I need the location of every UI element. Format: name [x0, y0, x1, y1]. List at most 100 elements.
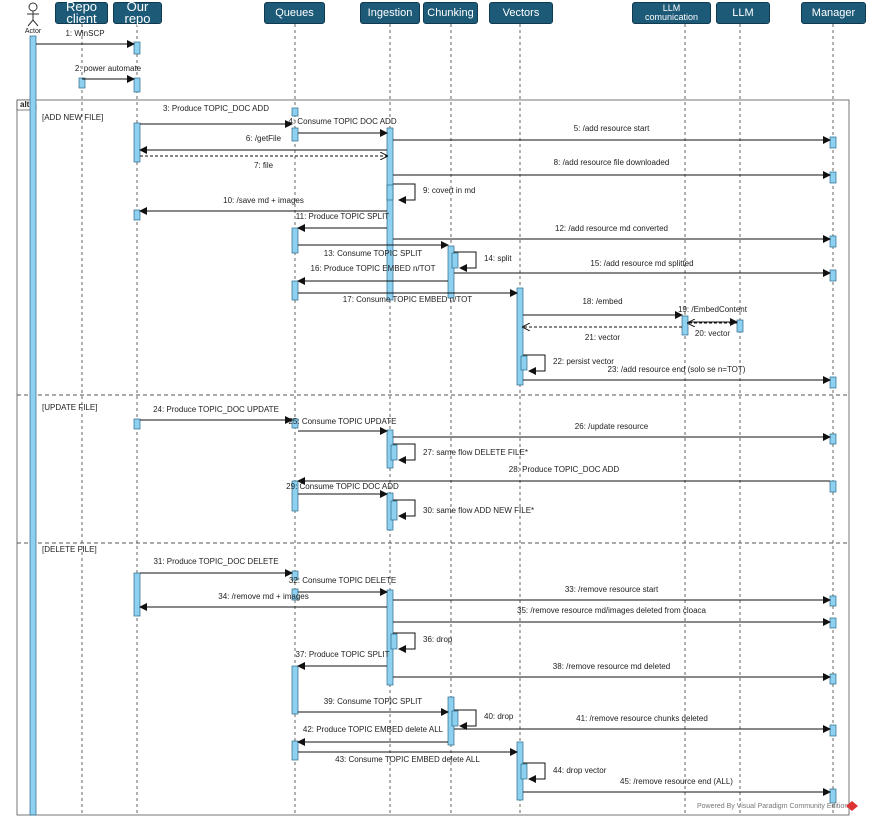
activation: [829, 595, 837, 607]
alt-frame: [16, 99, 850, 816]
participant: LLM comunication: [632, 2, 711, 24]
message-label: 33: /remove resource start: [565, 585, 659, 594]
footer-logo: [846, 801, 858, 811]
message-label: 27: same flow DELETE FILE*: [423, 448, 528, 457]
message-label: 23: /add resource end (solo se n=TOT): [608, 365, 746, 374]
activation: [829, 788, 837, 804]
message-label: 26: /update resource: [575, 422, 649, 431]
activation: [29, 35, 37, 816]
activation: [681, 315, 689, 336]
activation: [829, 617, 837, 629]
message-label: 11: Produce TOPIC SPLIT: [296, 212, 389, 221]
message-label: 7: file: [254, 161, 274, 170]
actor-icon: [27, 2, 39, 27]
message-label: 42: Produce TOPIC EMBED delete ALL: [303, 725, 444, 734]
participant: Repo client: [55, 0, 108, 25]
activation: [829, 235, 837, 248]
message-label: 38: /remove resource md deleted: [553, 662, 670, 671]
activation: [390, 444, 398, 461]
message-label: 21: vector: [585, 333, 620, 342]
message-label: 35: /remove resource md/images deleted f…: [517, 606, 707, 615]
participant: Chunking: [423, 2, 478, 24]
message-label: 19: /EmbedContent: [678, 305, 748, 314]
participant: Our repo: [113, 0, 162, 25]
participant: Manager: [801, 2, 866, 24]
message-label: 24: Produce TOPIC_DOC UPDATE: [153, 405, 279, 414]
activation: [291, 107, 299, 117]
activation: [829, 269, 837, 282]
message-label: 2: power automate: [75, 64, 142, 73]
activation: [829, 136, 837, 149]
activation: [451, 252, 459, 269]
message-label: 15: /add resource md splitted: [590, 259, 693, 268]
message-label: 37: Produce TOPIC SPLIT: [296, 650, 390, 659]
message-label: 36: drop: [423, 635, 453, 644]
activation: [133, 122, 141, 163]
message-label: 32: Consume TOPIC DELETE: [289, 576, 396, 585]
activation: [78, 77, 86, 89]
self-message: [523, 354, 546, 375]
message-label: 14: split: [484, 254, 512, 263]
activation: [133, 209, 141, 221]
message-label: 20: vector: [695, 329, 730, 338]
message-label: 17: Consume TOPIC EMBED n/TOT: [343, 295, 472, 304]
activation: [829, 376, 837, 389]
activation: [829, 171, 837, 184]
activation: [291, 280, 299, 301]
activation: [736, 319, 744, 333]
message-label: 39: Consume TOPIC SPLIT: [324, 697, 423, 706]
activation: [390, 633, 398, 650]
activation: [829, 724, 837, 737]
participant: LLM: [716, 2, 770, 24]
message-label: 28: Produce TOPIC_DOC ADD: [509, 465, 620, 474]
activation: [133, 41, 141, 55]
message-label: 10: /save md + images: [223, 196, 304, 205]
message-label: 13: Consume TOPIC SPLIT: [324, 249, 423, 258]
activation: [133, 418, 141, 430]
participant: Vectors: [489, 2, 553, 24]
message-label: 31: Produce TOPIC_DOC DELETE: [153, 557, 278, 566]
activation: [390, 500, 398, 521]
activation: [133, 572, 141, 617]
activation: [516, 287, 524, 386]
activation: [291, 480, 299, 512]
self-message: [523, 762, 546, 783]
footer: Powered By Visual Paradigm Community Edi…: [697, 803, 848, 810]
message-label: 5: /add resource start: [574, 124, 650, 133]
activation: [829, 433, 837, 445]
message-label: 1: WinSCP: [65, 29, 104, 38]
message-label: 16: Produce TOPIC EMBED n/TOT: [311, 264, 436, 273]
message-label: 30: same flow ADD NEW FILE*: [423, 506, 534, 515]
message-label: 43: Consume TOPIC EMBED delete ALL: [335, 755, 480, 764]
activation: [829, 480, 837, 493]
guard: [DELETE FILE]: [42, 545, 97, 554]
self-message: [454, 251, 477, 272]
activation: [520, 355, 528, 371]
activation: [133, 77, 141, 93]
activation: [291, 588, 299, 601]
participant: Queues: [264, 2, 325, 24]
message-label: 22: persist vector: [553, 357, 614, 366]
message-label: 25: Consume TOPIC UPDATE: [288, 417, 396, 426]
guard: [ADD NEW FILE]: [42, 113, 103, 122]
message-label: 29: Consume TOPIC DOC ADD: [286, 482, 399, 491]
message-label: 40: drop: [484, 712, 514, 721]
frame-operator: alt: [20, 100, 30, 109]
activation: [520, 763, 528, 780]
message-label: 12: /add resource md converted: [555, 224, 668, 233]
activation: [291, 740, 299, 761]
message-label: 45: /remove resource end (ALL): [620, 777, 733, 786]
activation: [291, 665, 299, 715]
message-label: 41: /remove resource chunks deleted: [576, 714, 708, 723]
message-label: 44: drop vector: [553, 766, 607, 775]
self-message: [393, 499, 416, 520]
activation: [386, 184, 394, 201]
message-label: 6: /getFile: [246, 134, 282, 143]
self-message: [454, 709, 477, 730]
activation: [451, 710, 459, 727]
activation: [386, 127, 394, 301]
self-message: [393, 443, 416, 464]
activation: [829, 673, 837, 685]
